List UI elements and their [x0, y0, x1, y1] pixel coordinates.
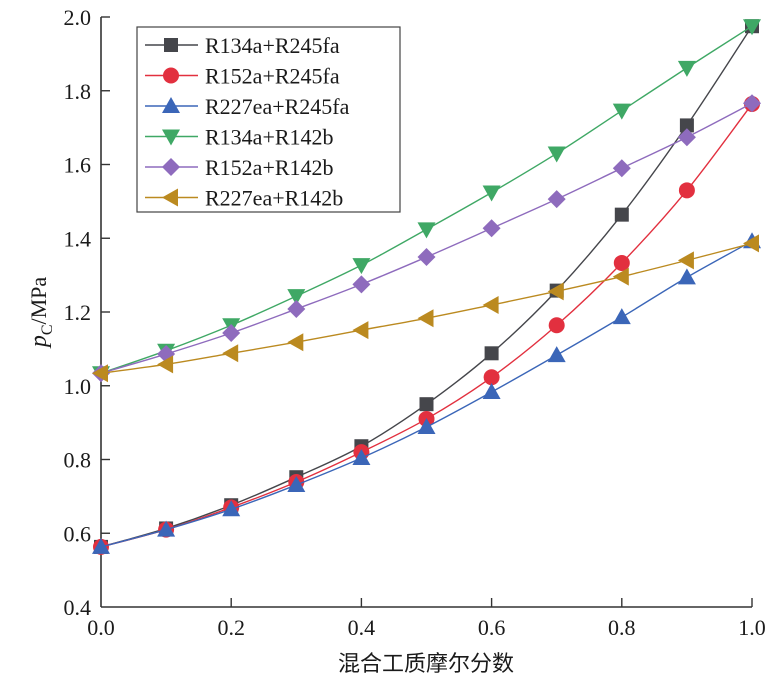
- y-axis-symbol: p: [26, 335, 52, 349]
- x-tick-label: 0.6: [478, 615, 506, 640]
- y-ticks: 0.4 0.6 0.8 1.0 1.2 1.4 1.6 1.8 2.0: [64, 5, 110, 620]
- data-point: [417, 222, 436, 239]
- data-point: [679, 118, 694, 133]
- data-point: [352, 321, 369, 340]
- y-tick-label: 0.4: [64, 595, 92, 620]
- legend-marker: [163, 67, 179, 84]
- legend: R134a+R245fa R152a+R245fa R227ea+R245fa R13…: [136, 26, 401, 213]
- data-point: [157, 520, 176, 537]
- data-point: [613, 254, 630, 271]
- legend-marker: [162, 158, 180, 176]
- legend-marker: [164, 38, 178, 52]
- data-point: [287, 300, 306, 319]
- data-point: [482, 219, 501, 238]
- legend-item: R227ea+R245fa: [145, 94, 350, 119]
- series-line: [100, 103, 753, 548]
- data-point: [157, 355, 174, 374]
- y-axis-subscript: C: [39, 325, 56, 336]
- data-point: [287, 289, 306, 306]
- series-R227ea+R245fa: [92, 232, 761, 554]
- x-tick-label: 0.0: [87, 615, 115, 640]
- legend-label: R134a+R142b: [205, 125, 334, 150]
- data-point: [417, 418, 436, 435]
- legend-marker: [162, 129, 180, 146]
- data-point: [547, 190, 566, 209]
- y-tick-label: 2.0: [64, 5, 92, 30]
- x-tick-label: 0.8: [608, 615, 636, 640]
- y-tick-label: 1.6: [64, 153, 92, 178]
- data-point: [743, 19, 761, 36]
- data-point: [417, 248, 436, 267]
- legend-marker: [162, 188, 178, 207]
- data-point: [548, 317, 565, 334]
- legend-item: R134a+R142b: [145, 125, 334, 150]
- data-point: [482, 383, 501, 400]
- axes: 0.0 0.2 0.4 0.6 0.8 1.0 0.4 0.6 0.8 1.0 1.2 1.4 1.6…: [64, 5, 766, 640]
- y-axis-title: pC/MPa: [26, 277, 56, 350]
- y-tick-label: 0.6: [64, 521, 92, 546]
- data-point: [677, 268, 696, 285]
- x-ticks: 0.0 0.2 0.4 0.6 0.8 1.0: [87, 598, 766, 640]
- legend-label: R152a+R245fa: [205, 64, 340, 89]
- data-point: [92, 364, 108, 383]
- legend-label: R227ea+R245fa: [205, 94, 350, 119]
- data-point: [352, 258, 371, 275]
- series-R152a+R142b: [92, 94, 761, 383]
- data-point: [222, 324, 241, 343]
- data-point: [419, 397, 434, 412]
- data-point: [743, 94, 761, 113]
- data-point: [484, 346, 499, 361]
- data-point: [483, 369, 500, 386]
- y-axis-unit: /MPa: [26, 277, 51, 325]
- y-tick-label: 1.8: [64, 79, 92, 104]
- data-point: [92, 537, 110, 554]
- y-tick-label: 0.8: [64, 448, 92, 473]
- data-point: [677, 128, 696, 147]
- y-tick-label: 1.2: [64, 300, 92, 325]
- data-point: [287, 475, 306, 492]
- legend-item: R134a+R245fa: [145, 33, 340, 58]
- legend-label: R134a+R245fa: [205, 33, 340, 58]
- data-point: [222, 500, 241, 517]
- legend-item: R152a+R245fa: [145, 64, 340, 89]
- legend-label: R227ea+R142b: [205, 186, 343, 211]
- x-tick-label: 1.0: [738, 615, 766, 640]
- data-point: [677, 60, 696, 77]
- data-point: [547, 146, 566, 163]
- data-point: [612, 267, 629, 286]
- y-tick-label: 1.4: [64, 226, 92, 251]
- legend-item: R152a+R142b: [145, 155, 334, 180]
- series-R227ea+R142b: [92, 234, 759, 383]
- data-point: [222, 344, 239, 363]
- x-tick-label: 0.4: [348, 615, 376, 640]
- plot-area: [92, 19, 761, 555]
- x-axis-title: 混合工质摩尔分数: [338, 651, 514, 676]
- data-point: [677, 251, 694, 270]
- data-point: [482, 295, 499, 314]
- data-point: [482, 185, 501, 202]
- data-point: [612, 159, 631, 178]
- data-point: [352, 449, 371, 466]
- data-point: [678, 182, 695, 199]
- data-point: [614, 207, 629, 222]
- data-point: [417, 309, 434, 328]
- series-line: [100, 25, 753, 548]
- legend-box: [136, 26, 401, 213]
- legend-item: R227ea+R142b: [145, 186, 343, 211]
- data-point: [547, 282, 564, 301]
- x-tick-label: 0.2: [217, 615, 245, 640]
- series-line: [100, 240, 753, 548]
- legend-items: R134a+R245fa R152a+R245fa R227ea+R245fa R13…: [145, 33, 350, 211]
- data-point: [612, 308, 631, 325]
- y-tick-label: 1.0: [64, 374, 92, 399]
- data-point: [352, 275, 371, 294]
- data-point: [743, 234, 759, 253]
- data-point: [287, 333, 304, 352]
- legend-marker: [162, 97, 180, 113]
- data-point: [612, 103, 631, 120]
- data-point: [547, 346, 566, 363]
- legend-label: R152a+R142b: [205, 155, 334, 180]
